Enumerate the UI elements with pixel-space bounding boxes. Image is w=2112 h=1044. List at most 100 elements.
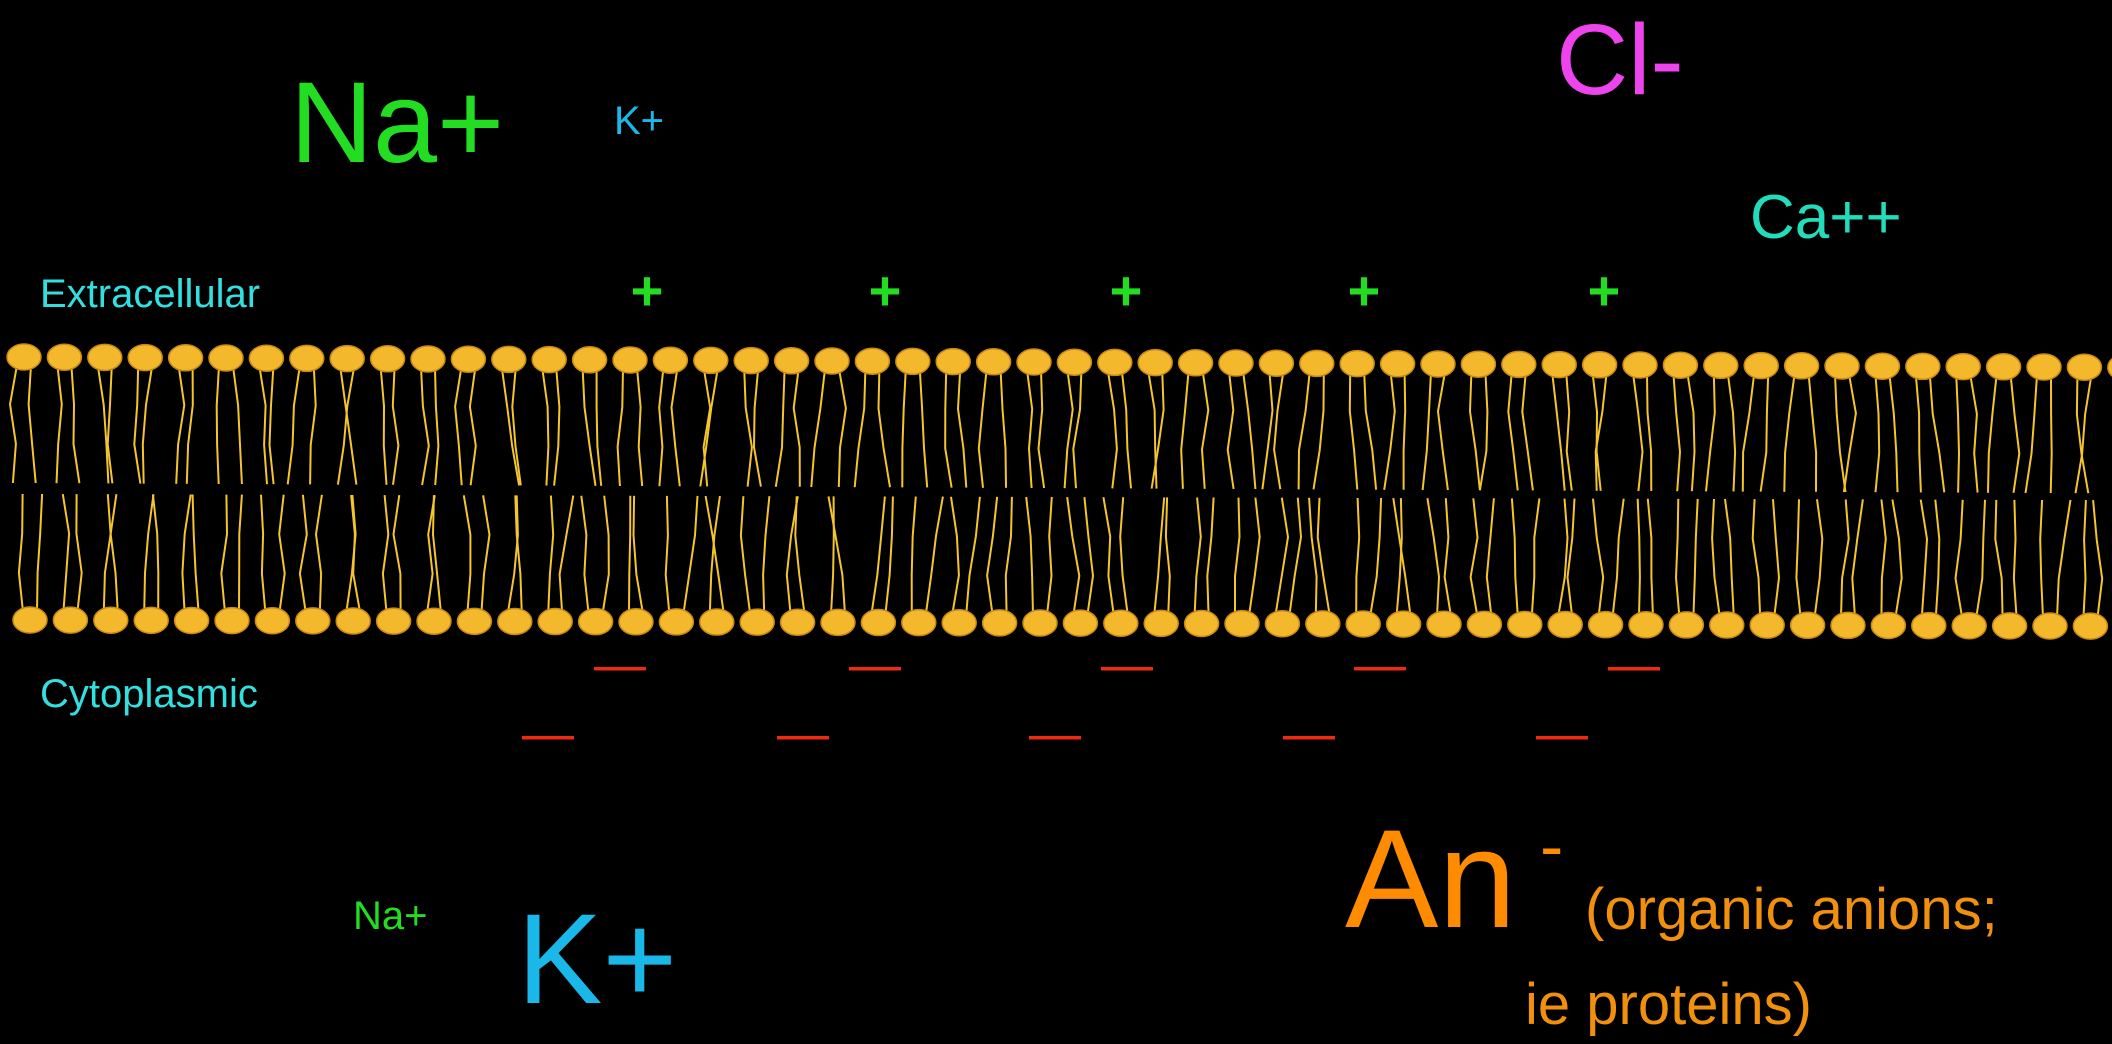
lipid-head: [169, 345, 203, 371]
lipid-head: [1306, 611, 1340, 637]
lipid-head: [1542, 352, 1576, 378]
lipid-head: [2073, 613, 2107, 639]
calcium-outside: Ca++: [1750, 183, 1902, 252]
lipid-head: [88, 344, 122, 370]
lipid-head: [896, 348, 930, 374]
lipid-head: [775, 348, 809, 374]
lipid-head: [861, 610, 895, 636]
anion-note: (organic anions;: [1585, 877, 1998, 942]
lipid-head: [1467, 611, 1501, 637]
lipid-head: [1744, 353, 1778, 379]
sodium-inside: Na+: [353, 894, 428, 938]
positive-charge: +: [1110, 259, 1143, 322]
lipid-head: [815, 348, 849, 374]
lipid-head: [1663, 352, 1697, 378]
lipid-head: [371, 346, 405, 372]
lipid-head: [47, 344, 81, 370]
lipid-head: [855, 348, 889, 374]
lipid-head: [1057, 349, 1091, 375]
lipid-head: [209, 345, 243, 371]
lipid-head: [451, 346, 485, 372]
lipid-head: [1300, 350, 1334, 376]
sodium-outside: Na+: [290, 59, 504, 187]
lipid-head: [700, 609, 734, 635]
lipid-head: [902, 610, 936, 636]
lipid-head: [1017, 349, 1051, 375]
lipid-head: [1952, 613, 1986, 639]
anion-inside: An: [1345, 800, 1516, 957]
lipid-head: [1825, 353, 1859, 379]
lipid-head: [457, 608, 491, 634]
lipid-head: [1785, 353, 1819, 379]
lipid-head: [942, 610, 976, 636]
lipid-head: [175, 607, 209, 633]
lipid-head: [1583, 352, 1617, 378]
lipid-head: [1179, 350, 1213, 376]
lipid-head: [983, 610, 1017, 636]
negative-charge: —: [1608, 636, 1660, 694]
lipid-head: [532, 347, 566, 373]
lipid-head: [336, 608, 370, 634]
lipid-head: [734, 348, 768, 374]
lipid-head: [821, 609, 855, 635]
lipid-head: [573, 347, 607, 373]
cytoplasmic-label: Cytoplasmic: [40, 672, 258, 716]
lipid-head: [613, 347, 647, 373]
lipid-head: [1865, 353, 1899, 379]
anion-charge: -: [1540, 807, 1563, 885]
lipid-head: [1098, 349, 1132, 375]
lipid-head: [659, 609, 693, 635]
lipid-head: [1502, 351, 1536, 377]
lipid-head: [2067, 354, 2101, 380]
negative-charge: —: [1354, 636, 1406, 694]
positive-charge: +: [631, 259, 664, 322]
lipid-head: [1265, 611, 1299, 637]
lipid-head: [128, 345, 162, 371]
negative-charge: —: [1283, 705, 1335, 763]
lipid-head: [1750, 612, 1784, 638]
lipid-head: [1427, 611, 1461, 637]
lipid-head: [977, 349, 1011, 375]
negative-charge: —: [522, 705, 574, 763]
negative-charge: —: [1536, 705, 1588, 763]
lipid-head: [134, 607, 168, 633]
lipid-head: [1023, 610, 1057, 636]
lipid-head: [13, 607, 47, 633]
lipid-head: [411, 346, 445, 372]
potassium-outside: K+: [614, 99, 664, 143]
lipid-head: [781, 609, 815, 635]
anion-note: ie proteins): [1525, 972, 1812, 1037]
negative-charge: —: [594, 636, 646, 694]
lipid-head: [653, 347, 687, 373]
lipid-head: [936, 349, 970, 375]
lipid-head: [579, 609, 613, 635]
lipid-head: [1871, 613, 1905, 639]
lipid-head: [1461, 351, 1495, 377]
membrane-diagram: Na+ K+ Cl- Ca++ Extracellular Cytoplasmi…: [0, 0, 2112, 1044]
lipid-head: [1912, 613, 1946, 639]
lipid-head: [1710, 612, 1744, 638]
lipid-head: [1906, 353, 1940, 379]
negative-charge: —: [1029, 705, 1081, 763]
positive-charge: +: [1348, 259, 1381, 322]
negative-charge: —: [849, 636, 901, 694]
positive-charge: +: [1588, 259, 1621, 322]
lipid-head: [1340, 351, 1374, 377]
lipid-head: [94, 607, 128, 633]
lipid-head: [296, 608, 330, 634]
positive-charge: +: [869, 259, 902, 322]
lipid-head: [249, 345, 283, 371]
lipid-head: [1185, 610, 1219, 636]
lipid-head: [1387, 611, 1421, 637]
lipid-head: [1629, 612, 1663, 638]
lipid-head: [1508, 611, 1542, 637]
lipid-head: [2033, 613, 2067, 639]
lipid-head: [1704, 352, 1738, 378]
lipid-head: [1219, 350, 1253, 376]
lipid-head: [1138, 350, 1172, 376]
lipid-head: [1987, 354, 2021, 380]
lipid-head: [1548, 612, 1582, 638]
lipid-head: [1063, 610, 1097, 636]
lipid-head: [1259, 350, 1293, 376]
lipid-head: [619, 609, 653, 635]
